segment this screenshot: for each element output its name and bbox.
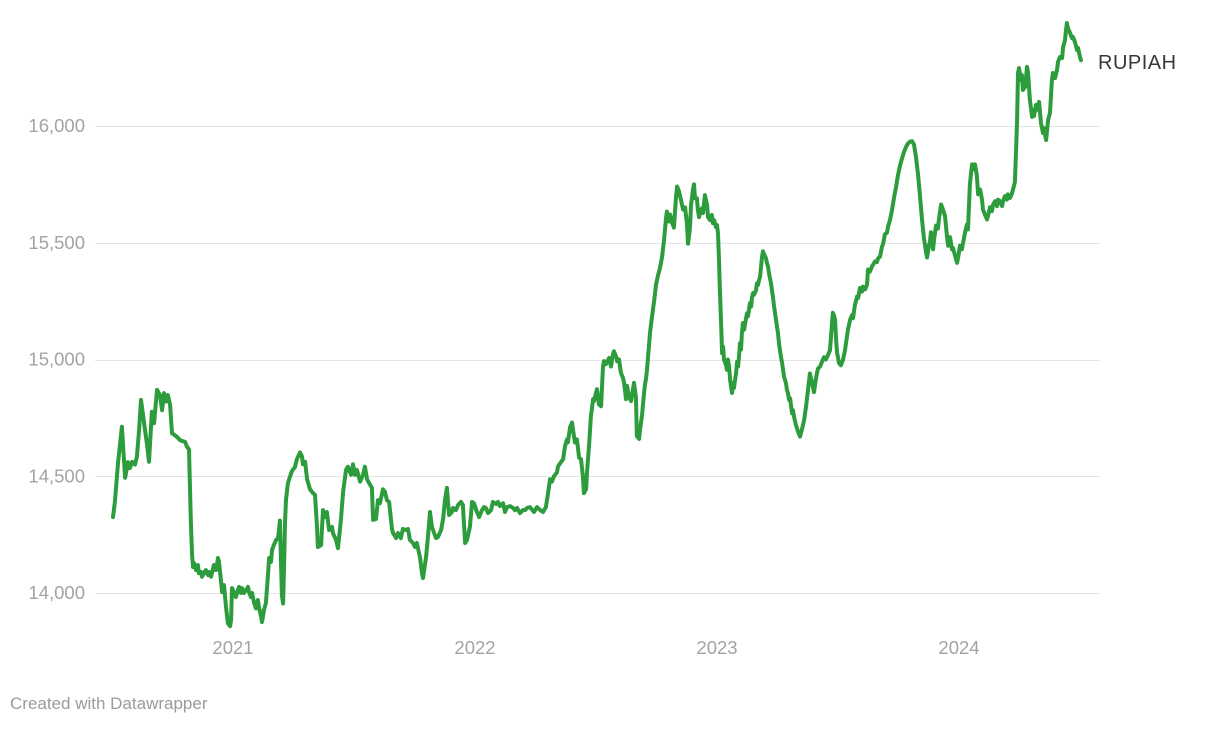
- datawrapper-attribution: Created with Datawrapper: [10, 694, 208, 713]
- y-axis-tick-label: 15,500: [28, 232, 85, 253]
- x-axis-tick-label: 2022: [454, 637, 495, 658]
- x-axis-tick-label: 2023: [696, 637, 737, 658]
- y-axis-tick-label: 14,500: [28, 465, 85, 486]
- x-axis-tick-label: 2024: [938, 637, 979, 658]
- x-axis-tick-label: 2021: [212, 637, 253, 658]
- y-axis-tick-label: 15,000: [28, 349, 85, 370]
- rupiah-line-series: [111, 21, 1083, 629]
- series-end-label: RUPIAH: [1098, 52, 1177, 74]
- y-axis-tick-label: 16,000: [28, 115, 85, 136]
- y-axis-tick-label: 14,000: [28, 582, 85, 603]
